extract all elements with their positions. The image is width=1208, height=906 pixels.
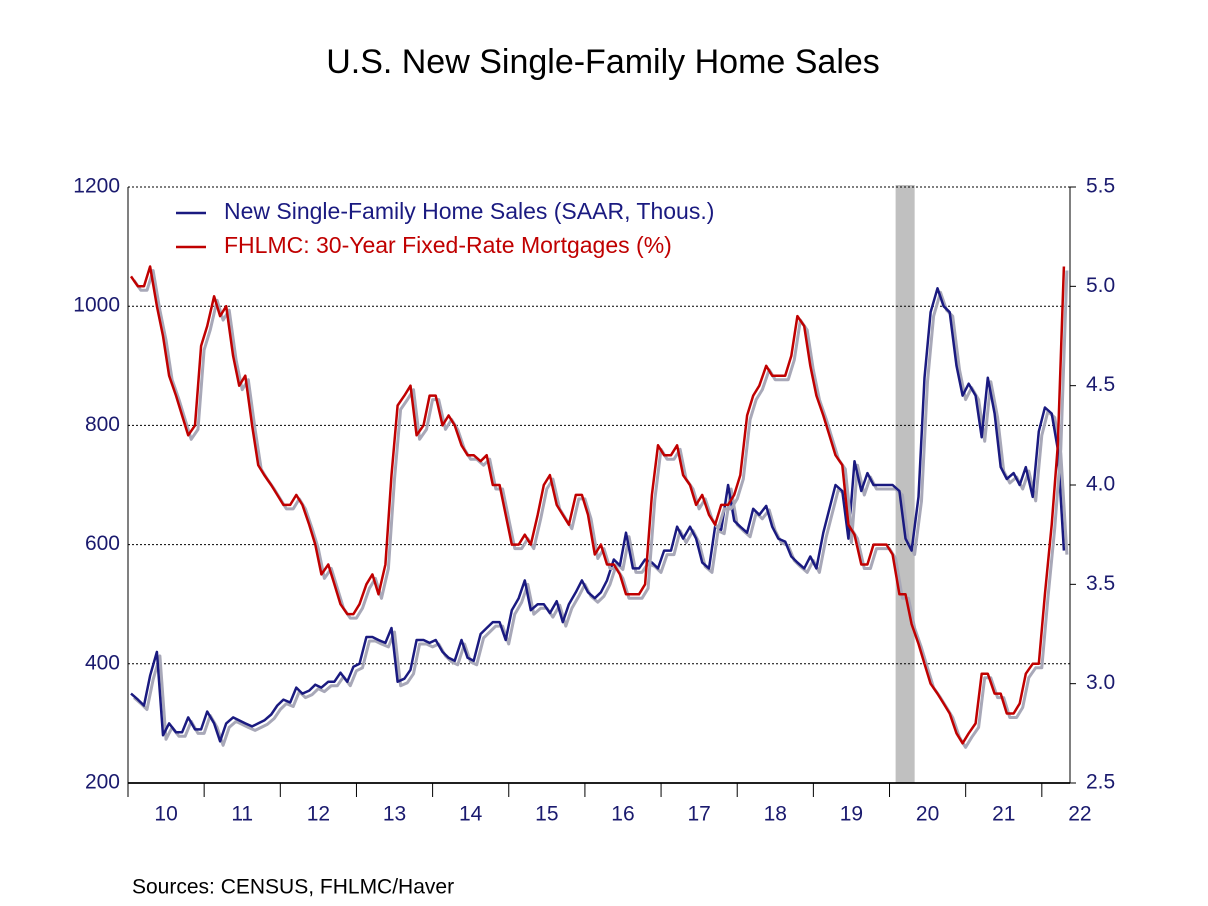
- y-tick-label: 600: [85, 532, 120, 555]
- y-tick-label: 800: [85, 413, 120, 436]
- x-tick-label: 17: [687, 803, 710, 826]
- x-tick-label: 15: [535, 803, 558, 826]
- recession-shading: [895, 185, 915, 783]
- y-tick-label: 1200: [73, 175, 120, 198]
- x-tick-label: 13: [383, 803, 406, 826]
- x-tick-label: 12: [307, 803, 330, 826]
- x-tick-label: 19: [840, 803, 863, 826]
- y2-tick-label: 5.5: [1086, 175, 1115, 198]
- y2-tick-label: 4.0: [1086, 473, 1115, 496]
- x-tick-label: 20: [916, 803, 939, 826]
- y2-tick-label: 4.5: [1086, 373, 1115, 396]
- x-tick-label: 16: [611, 803, 634, 826]
- y-tick-label: 200: [85, 771, 120, 794]
- y-tick-label: 400: [85, 651, 120, 674]
- line-shadow: [132, 269, 1069, 749]
- y2-tick-label: 3.0: [1086, 671, 1115, 694]
- x-tick-label: 14: [459, 803, 483, 826]
- x-tick-label: 21: [992, 803, 1015, 826]
- y-tick-label: 1000: [73, 294, 120, 317]
- source-note: Sources: CENSUS, FHLMC/Haver: [132, 876, 454, 899]
- x-tick-label: 11: [231, 803, 253, 826]
- y2-tick-label: 2.5: [1086, 771, 1115, 794]
- x-tick-label: 22: [1068, 803, 1091, 826]
- legend-label: New Single-Family Home Sales (SAAR, Thou…: [224, 198, 714, 224]
- line: [130, 287, 1066, 743]
- chart-title: U.S. New Single-Family Home Sales: [326, 43, 880, 81]
- line: [129, 265, 1066, 745]
- legend-label: FHLMC: 30-Year Fixed-Rate Mortgages (%): [224, 232, 672, 258]
- y2-tick-label: 5.0: [1086, 274, 1115, 297]
- x-tick-label: 18: [764, 803, 787, 826]
- y2-tick-label: 3.5: [1086, 572, 1115, 595]
- x-tick-label: 10: [154, 803, 177, 826]
